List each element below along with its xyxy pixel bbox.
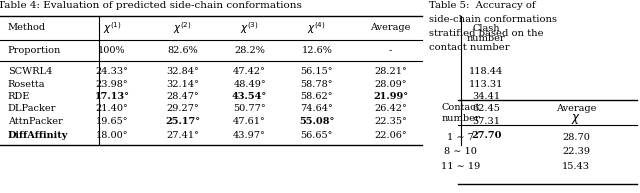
Text: 32.14°: 32.14°: [166, 80, 199, 89]
Text: 22.06°: 22.06°: [374, 131, 406, 140]
Text: Average: Average: [556, 104, 596, 113]
Text: Contact
number: Contact number: [442, 103, 480, 123]
Text: 27.41°: 27.41°: [166, 131, 199, 140]
Text: 12.6%: 12.6%: [301, 46, 332, 55]
Text: 15.43: 15.43: [562, 163, 590, 171]
Text: 21.40°: 21.40°: [95, 104, 129, 113]
Text: 27.70: 27.70: [471, 131, 502, 140]
Text: 28.70: 28.70: [562, 133, 590, 141]
Text: 34.41: 34.41: [472, 92, 500, 101]
Text: Method: Method: [8, 24, 46, 32]
Text: $\chi^{(4)}$: $\chi^{(4)}$: [307, 20, 326, 36]
Text: 28.09°: 28.09°: [374, 80, 406, 89]
Text: 118.44: 118.44: [469, 67, 504, 76]
Text: 1 ∼ 7: 1 ∼ 7: [447, 133, 474, 141]
Text: 100%: 100%: [98, 46, 126, 55]
Text: Clash
number: Clash number: [467, 24, 506, 43]
Text: 50.77°: 50.77°: [234, 104, 266, 113]
Text: 74.64°: 74.64°: [300, 104, 333, 113]
Text: 56.65°: 56.65°: [301, 131, 333, 140]
Text: 55.08°: 55.08°: [299, 117, 335, 126]
Text: 22.35°: 22.35°: [374, 117, 407, 126]
Text: DLPacker: DLPacker: [8, 104, 56, 113]
Text: 25.17°: 25.17°: [165, 117, 200, 126]
Text: 23.98°: 23.98°: [96, 80, 128, 89]
Text: 32.84°: 32.84°: [166, 67, 199, 76]
Text: 24.33°: 24.33°: [95, 67, 129, 76]
Text: $\chi^{(1)}$: $\chi^{(1)}$: [102, 20, 122, 36]
Text: -: -: [388, 46, 392, 55]
Text: 62.45: 62.45: [472, 104, 500, 113]
Text: 22.39: 22.39: [562, 147, 590, 156]
Text: DiffAffinity: DiffAffinity: [8, 131, 68, 140]
Text: 82.6%: 82.6%: [167, 46, 198, 55]
Text: 48.49°: 48.49°: [234, 80, 266, 89]
Text: 43.97°: 43.97°: [233, 131, 266, 140]
Text: Table 5:  Accuracy of: Table 5: Accuracy of: [429, 1, 536, 10]
Text: 113.31: 113.31: [469, 80, 504, 89]
Text: SCWRL4: SCWRL4: [8, 67, 52, 76]
Text: 47.61°: 47.61°: [233, 117, 266, 126]
Text: 56.15°: 56.15°: [301, 67, 333, 76]
Text: Average: Average: [370, 24, 411, 32]
Text: Rosetta: Rosetta: [8, 80, 45, 89]
Text: 58.78°: 58.78°: [301, 80, 333, 89]
Text: 18.00°: 18.00°: [96, 131, 128, 140]
Text: 17.13°: 17.13°: [95, 92, 129, 101]
Text: 26.42°: 26.42°: [374, 104, 407, 113]
Text: 21.99°: 21.99°: [373, 92, 408, 101]
Text: 8 ∼ 10: 8 ∼ 10: [444, 147, 477, 156]
Text: stratified based on the: stratified based on the: [429, 29, 543, 38]
Text: $\chi$: $\chi$: [571, 112, 581, 126]
Text: 28.21°: 28.21°: [374, 67, 407, 76]
Text: contact number: contact number: [429, 43, 509, 52]
Text: 57.31: 57.31: [472, 117, 500, 126]
Text: 47.42°: 47.42°: [233, 67, 266, 76]
Text: 11 ∼ 19: 11 ∼ 19: [441, 163, 481, 171]
Text: $\chi^{(2)}$: $\chi^{(2)}$: [173, 20, 192, 36]
Text: 28.2%: 28.2%: [234, 46, 265, 55]
Text: Proportion: Proportion: [8, 46, 61, 55]
Text: Table 4: Evaluation of predicted side-chain conformations: Table 4: Evaluation of predicted side-ch…: [0, 1, 302, 10]
Text: 29.27°: 29.27°: [166, 104, 199, 113]
Text: 43.54°: 43.54°: [232, 92, 268, 101]
Text: 19.65°: 19.65°: [96, 117, 128, 126]
Text: RDE: RDE: [8, 92, 30, 101]
Text: AttnPacker: AttnPacker: [8, 117, 63, 126]
Text: $\chi^{(3)}$: $\chi^{(3)}$: [240, 20, 259, 36]
Text: side-chain conformations: side-chain conformations: [429, 15, 557, 24]
Text: 58.62°: 58.62°: [301, 92, 333, 101]
Text: 28.47°: 28.47°: [166, 92, 199, 101]
